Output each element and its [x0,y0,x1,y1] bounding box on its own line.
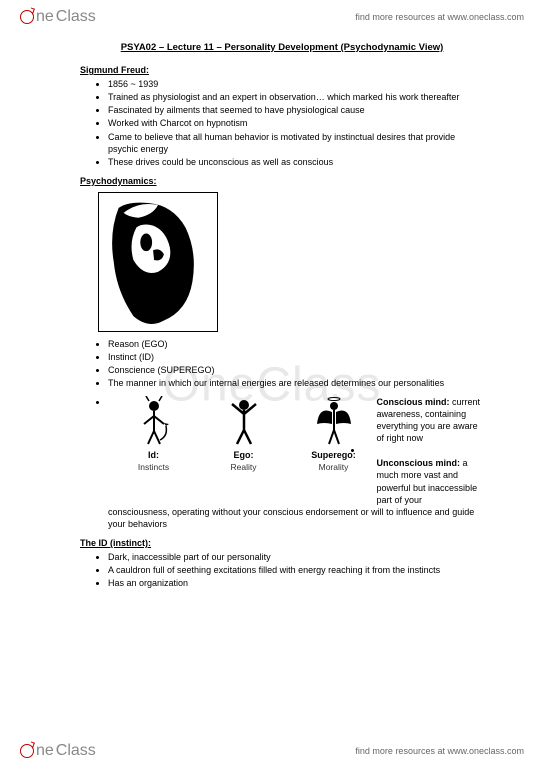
superego-figure: Superego: Morality [299,396,369,472]
logo-circle-icon [20,744,34,758]
section-heading-psychodynamics: Psychodynamics: [80,176,484,186]
brand-suffix: Class [56,742,96,760]
brand-prefix: ne [36,742,54,760]
brand-suffix: Class [56,8,96,26]
list-item [108,396,111,408]
id-figure: Id: Instincts [119,396,189,472]
ego-figure: Ego: Reality [209,396,279,472]
freud-list: 1856 ~ 1939 Trained as physiologist and … [80,78,484,168]
list-item: Fascinated by ailments that seemed to ha… [108,104,484,116]
brand-prefix: ne [36,8,54,26]
ego-label: Ego: [209,450,279,460]
list-item: Reason (EGO) [108,338,484,350]
id-ego-superego-row: Id: Instincts Ego: Reality [119,396,369,472]
id-label: Id: [119,450,189,460]
list-item: A cauldron full of seething excitations … [108,564,484,576]
person-icon [224,396,264,446]
list-item: Came to believe that all human behavior … [108,131,484,155]
brand-logo-footer: neClass [20,742,96,760]
section-heading-id: The ID (instinct): [80,538,484,548]
angel-icon [314,396,354,446]
list-item: Trained as physiologist and an expert in… [108,91,484,103]
list-item: The manner in which our internal energie… [108,377,484,389]
conscious-unconscious-text: Conscious mind: current awareness, conta… [377,396,487,506]
footer-resources-link[interactable]: find more resources at www.oneclass.com [355,746,524,756]
id-sublabel: Instincts [119,462,189,472]
page-header: neClass find more resources at www.onecl… [0,0,544,30]
unconscious-continuation: consciousness, operating without your co… [108,506,484,530]
conscious-label: Conscious mind: [377,397,450,407]
page-title: PSYA02 – Lecture 11 – Personality Develo… [80,42,484,53]
ego-sublabel: Reality [209,462,279,472]
list-item: Worked with Charcot on hypnotism [108,117,484,129]
psychodynamics-list: Reason (EGO) Instinct (ID) Conscience (S… [80,338,484,390]
page-footer: neClass find more resources at www.onecl… [0,736,544,770]
list-item: Instinct (ID) [108,351,484,363]
logo-circle-icon [20,10,34,24]
id-list: Dark, inaccessible part of our personali… [80,551,484,589]
superego-label: Superego: [299,450,369,460]
list-item: 1856 ~ 1939 [108,78,484,90]
list-item: Has an organization [108,577,484,589]
section-heading-freud: Sigmund Freud: [80,65,484,75]
unconscious-label: Unconscious mind: [377,458,461,468]
superego-sublabel: Morality [299,462,369,472]
list-item: Conscience (SUPEREGO) [108,364,484,376]
list-item: These drives could be unconscious as wel… [108,156,484,168]
brand-logo: neClass [20,8,96,26]
header-resources-link[interactable]: find more resources at www.oneclass.com [355,12,524,22]
freud-illusion-image [98,192,218,332]
document-body: PSYA02 – Lecture 11 – Personality Develo… [0,30,544,606]
list-item [363,444,487,456]
devil-icon [134,396,174,446]
list-item: Dark, inaccessible part of our personali… [108,551,484,563]
